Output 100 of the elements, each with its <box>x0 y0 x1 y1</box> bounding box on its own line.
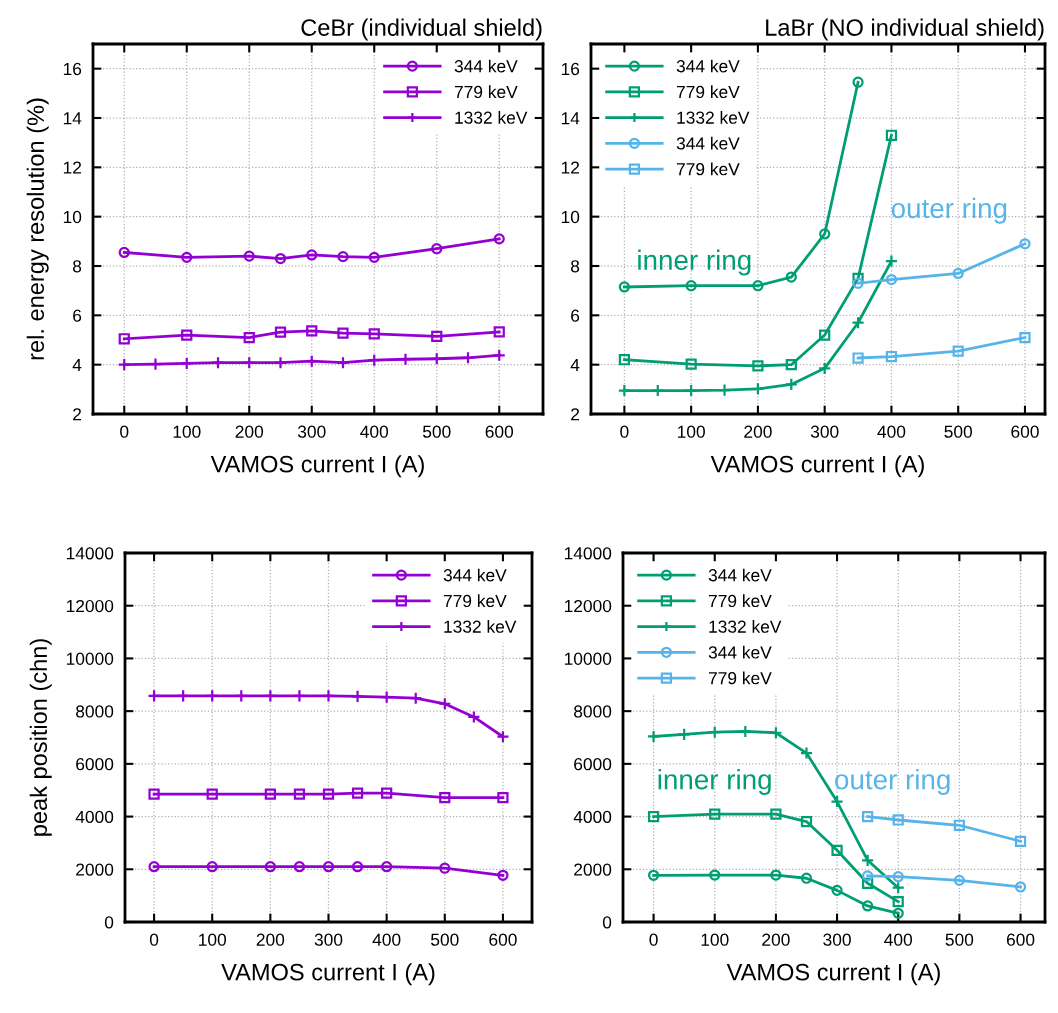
point <box>862 810 874 823</box>
point <box>398 352 413 366</box>
point <box>952 267 964 280</box>
point <box>885 273 898 286</box>
point <box>336 356 350 370</box>
x-axis-title: VAMOS current I (A) <box>221 963 435 986</box>
point <box>431 243 443 255</box>
x-tick-label: 400 <box>884 933 913 946</box>
point <box>862 900 874 912</box>
point <box>337 327 349 339</box>
point <box>274 252 287 265</box>
point <box>118 333 130 345</box>
y-tick-label: 4000 <box>75 810 114 824</box>
point <box>709 869 721 881</box>
annotation: inner ring <box>638 249 751 276</box>
point <box>717 383 732 397</box>
point <box>264 788 276 800</box>
point <box>885 350 898 363</box>
point <box>274 326 287 338</box>
point <box>492 348 506 362</box>
annotation: outer ring <box>891 197 1007 224</box>
x-tick-label: 100 <box>677 425 705 438</box>
point <box>117 358 131 372</box>
y-tick-label: 8000 <box>574 705 612 718</box>
point <box>351 787 364 799</box>
x-tick-label: 300 <box>823 933 851 946</box>
legend-label: 779 keV <box>443 594 507 608</box>
point <box>368 251 380 263</box>
legend-label: 344 keV <box>454 59 518 73</box>
point <box>350 689 365 704</box>
x-tick-label: 300 <box>297 425 326 438</box>
point <box>381 787 393 799</box>
x-tick-label: 0 <box>149 933 159 946</box>
y-tick-label: 0 <box>602 916 612 929</box>
legend-label: 344 keV <box>708 645 772 659</box>
point <box>206 788 218 800</box>
y-tick-label: 12 <box>561 161 580 174</box>
y-tick-label: 8 <box>72 260 82 273</box>
point <box>785 359 797 371</box>
point <box>180 356 194 371</box>
point <box>234 689 248 703</box>
point <box>892 907 904 919</box>
point <box>738 724 752 739</box>
point <box>242 356 256 370</box>
point <box>430 352 444 366</box>
x-tick-label: 400 <box>360 425 389 438</box>
point <box>800 872 813 884</box>
point <box>819 329 831 341</box>
point <box>379 690 394 704</box>
x-tick-label: 500 <box>944 425 973 438</box>
y-tick-label: 10 <box>63 210 82 224</box>
point <box>118 246 130 259</box>
legend-label: 1332 keV <box>709 620 782 633</box>
chart-title: CeBr (individual shield) <box>301 18 542 41</box>
y-tick-label: 2000 <box>574 863 612 876</box>
y-tick-label: 10 <box>561 210 580 224</box>
x-tick-label: 100 <box>701 933 729 946</box>
point <box>205 689 219 703</box>
point <box>293 788 306 800</box>
point <box>651 383 665 398</box>
point <box>830 794 844 809</box>
point <box>243 250 255 262</box>
legend-label: 779 keV <box>708 671 772 685</box>
point <box>1014 835 1027 847</box>
point <box>461 351 475 365</box>
point <box>381 861 393 873</box>
point <box>851 316 865 330</box>
point <box>953 874 965 886</box>
x-tick-label: 600 <box>1006 933 1035 946</box>
y-tick-label: 12000 <box>66 599 114 613</box>
x-tick-label: 200 <box>762 933 790 946</box>
y-axis-title: peak position (chn) <box>29 639 52 836</box>
point <box>148 788 160 800</box>
legend-label: 779 keV <box>676 85 740 99</box>
point <box>322 788 335 800</box>
x-tick-label: 600 <box>1011 425 1039 438</box>
point <box>431 330 443 342</box>
point <box>618 354 631 366</box>
point <box>409 691 423 705</box>
point <box>769 726 783 740</box>
x-tick-label: 600 <box>485 425 514 438</box>
point <box>439 791 451 804</box>
x-tick-label: 400 <box>877 425 906 438</box>
legend-label: 344 keV <box>676 136 740 150</box>
point <box>708 725 722 739</box>
point <box>752 280 764 292</box>
point <box>891 881 905 895</box>
point <box>852 272 864 284</box>
point <box>862 877 874 889</box>
y-tick-label: 4000 <box>573 810 612 824</box>
point <box>493 326 505 338</box>
x-axis-title: VAMOS current I (A) <box>210 455 424 478</box>
point <box>685 358 697 370</box>
point <box>818 361 832 376</box>
y-tick-label: 12000 <box>564 599 612 613</box>
point <box>885 129 898 141</box>
point <box>306 249 318 261</box>
point <box>264 861 276 873</box>
point <box>273 356 288 370</box>
y-tick-label: 14 <box>561 112 580 125</box>
